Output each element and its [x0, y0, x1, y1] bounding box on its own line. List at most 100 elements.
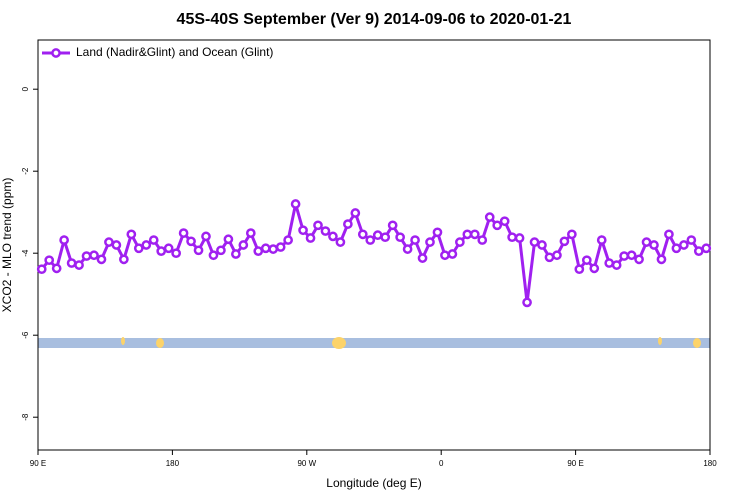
point [36, 264, 47, 275]
point [432, 227, 443, 238]
x-tick-label: 90 E [30, 459, 46, 468]
point [395, 232, 405, 243]
point [574, 264, 585, 275]
point [44, 255, 55, 266]
x-tick-label: 180 [703, 459, 717, 468]
y-tick-label: -8 [21, 413, 30, 421]
point [447, 249, 458, 259]
plot-frame [37, 39, 711, 451]
point [350, 208, 361, 218]
point [268, 244, 279, 254]
legend-label: Land (Nadir&Glint) and Ocean (Glint) [76, 45, 273, 59]
point [440, 250, 450, 261]
y-tick-label: -6 [21, 331, 30, 339]
point [455, 237, 465, 247]
point [686, 235, 697, 245]
point [619, 251, 629, 261]
x-tick-label: 90 W [297, 459, 316, 468]
point [119, 254, 129, 265]
point [253, 246, 264, 256]
point [320, 226, 331, 236]
point [141, 240, 152, 250]
point [51, 263, 62, 274]
point [462, 229, 473, 240]
point [298, 225, 308, 236]
point [283, 235, 293, 245]
point [148, 235, 159, 245]
x-tick-label: 180 [166, 459, 180, 468]
point [492, 220, 503, 231]
point [335, 237, 346, 247]
point [111, 240, 122, 250]
point [193, 245, 204, 256]
point [186, 236, 196, 247]
point [126, 229, 137, 240]
point [305, 233, 316, 243]
point [402, 244, 413, 254]
series-line [40, 203, 707, 303]
point [313, 220, 323, 231]
point [522, 297, 532, 308]
point [96, 254, 107, 265]
point [74, 260, 84, 270]
point [410, 235, 420, 245]
point [529, 237, 540, 247]
x-tick-label: 90 E [567, 459, 583, 468]
point [171, 248, 181, 259]
point [514, 233, 525, 243]
point [425, 237, 435, 247]
y-axis-label: XCO2 - MLO trend (ppm) [0, 178, 14, 313]
point [567, 229, 577, 240]
point [701, 243, 712, 254]
point [89, 250, 99, 261]
point [469, 229, 480, 240]
point [656, 254, 667, 265]
point [641, 237, 652, 247]
point [552, 250, 562, 261]
point [81, 251, 92, 261]
x-tick-label: 0 [439, 459, 444, 468]
point [328, 231, 338, 242]
point [201, 231, 211, 242]
point [387, 220, 398, 231]
point [589, 263, 600, 274]
y-tick-label: -4 [21, 249, 30, 257]
point [290, 199, 301, 209]
point [133, 243, 144, 254]
point [596, 235, 607, 245]
land-strip [38, 337, 710, 349]
point [611, 260, 622, 270]
legend-marker [51, 48, 61, 58]
point [581, 255, 592, 266]
point [380, 232, 391, 243]
point [231, 249, 241, 259]
point [626, 250, 637, 261]
point [208, 250, 219, 261]
point [260, 243, 271, 254]
point [544, 252, 555, 263]
point [238, 240, 249, 250]
point [357, 229, 368, 240]
point [59, 235, 69, 245]
point [178, 228, 189, 238]
point [649, 240, 659, 250]
point [216, 245, 226, 256]
point [417, 253, 428, 263]
point [477, 235, 488, 245]
point [604, 258, 615, 268]
point [365, 235, 376, 245]
point [507, 232, 517, 243]
point [499, 216, 510, 227]
point [343, 219, 353, 229]
point [693, 246, 704, 256]
point [223, 234, 234, 245]
y-tick-label: 0 [21, 86, 30, 91]
point [484, 212, 495, 222]
point [634, 254, 644, 265]
point [671, 243, 682, 254]
point [104, 237, 114, 247]
y-tick-label: -2 [21, 167, 30, 175]
x-axis-label: Longitude (deg E) [326, 476, 421, 490]
point [245, 228, 256, 238]
